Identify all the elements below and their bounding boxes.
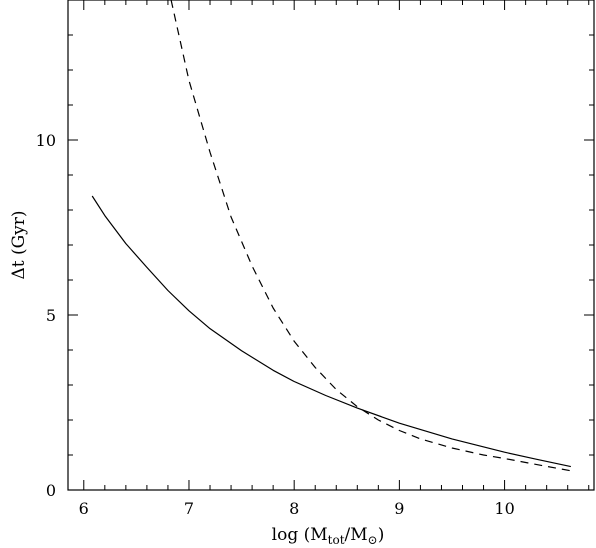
y-tick-label: 0 [46,481,56,500]
x-tick-label: 7 [184,499,194,518]
y-axis-label: Δt (Gyr) [9,210,29,279]
axis-ticks [68,0,594,491]
plot-frame [67,0,595,491]
x-label-prefix: log (M [272,525,328,545]
y-tick-label: 5 [46,306,56,325]
x-tick-label: 9 [394,499,404,518]
solid-series-line [91,195,571,468]
x-axis-label: log (Mtot/M⊙) [272,525,385,547]
x-tick-label: 8 [289,499,299,518]
x-label-sub-sun: ⊙ [368,533,378,547]
x-label-sub-tot: tot [328,533,345,547]
x-tick-label: 10 [494,499,514,518]
y-tick-label: 10 [36,131,56,150]
data-series [91,0,571,472]
x-label-suffix: ) [378,525,385,545]
tick-labels: 6 7 8 9 10 0 5 10 [36,131,515,518]
x-label-mid: /M [345,525,368,545]
x-tick-label: 6 [79,499,89,518]
dashed-series-line [170,0,571,472]
